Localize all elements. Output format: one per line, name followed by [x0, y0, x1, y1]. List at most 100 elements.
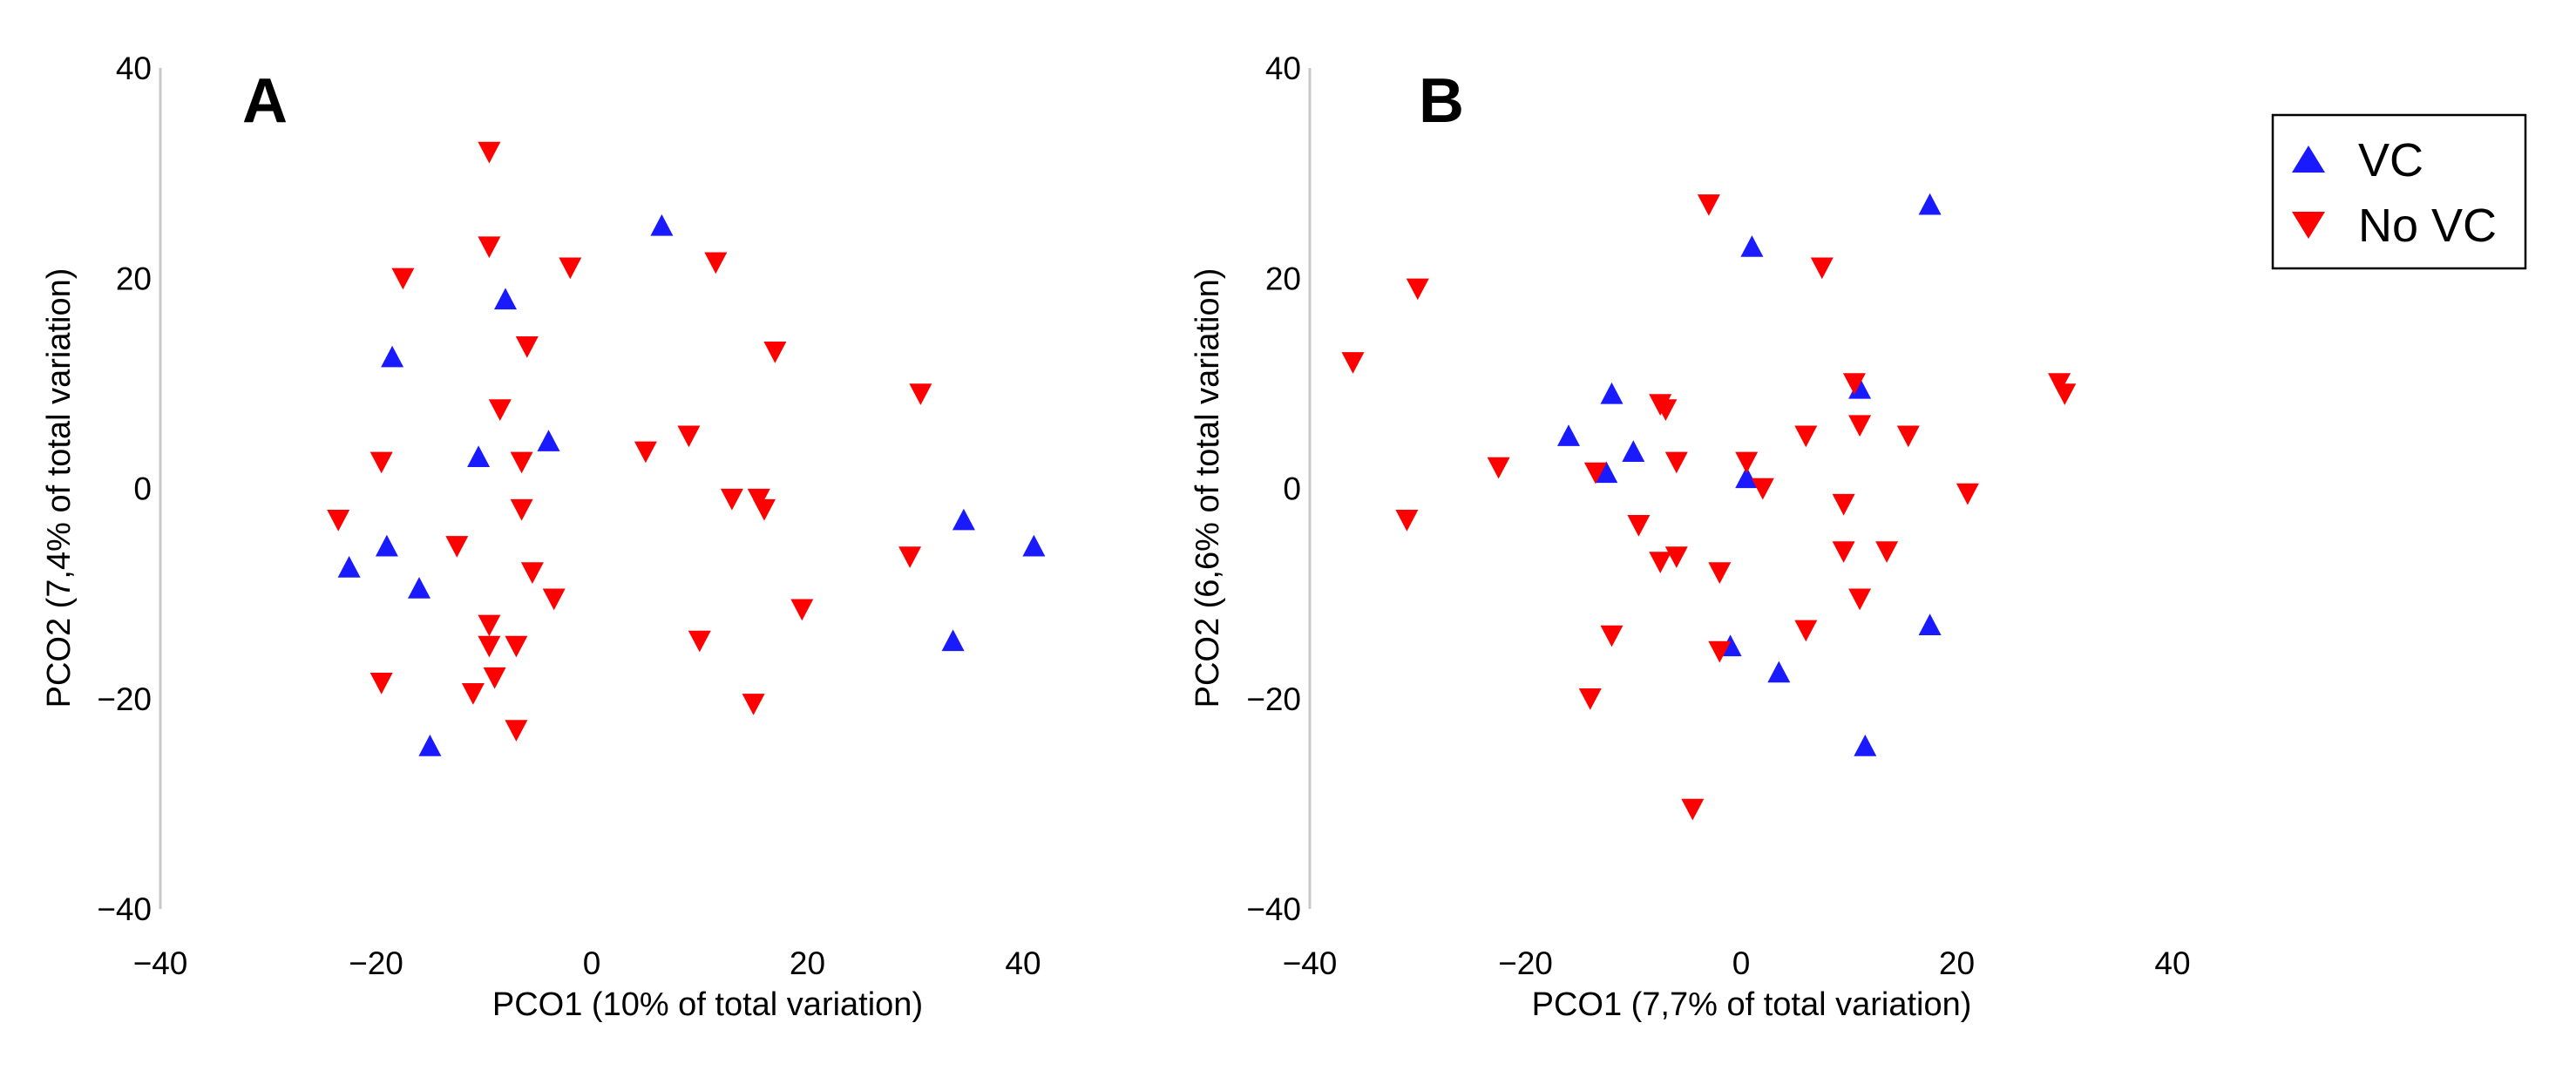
panel-b-x-tick-label: 0 [1732, 945, 1751, 981]
data-point-no-vc [478, 635, 501, 658]
data-point-no-vc [1654, 399, 1678, 421]
data-point-no-vc [1649, 552, 1672, 573]
panel-a-x-tick-label: −40 [133, 945, 188, 981]
data-point-no-vc [1627, 515, 1651, 537]
data-point-no-vc [369, 673, 393, 694]
data-point-no-vc [1395, 510, 1419, 532]
legend-box [2271, 113, 2527, 270]
panel-a-scatter: A −40 −20 0 20 40 −40 −20 0 20 40 PCO1 (10% of t… [41, 51, 1046, 1023]
data-point-no-vc [742, 694, 765, 715]
data-point-no-vc [327, 510, 350, 532]
data-point-no-vc [1956, 483, 1979, 505]
data-point-no-vc [520, 562, 544, 584]
data-point-no-vc [391, 268, 415, 290]
data-point-no-vc [461, 683, 485, 705]
data-point-no-vc [515, 336, 539, 358]
panel-a-y-tick-label: −40 [97, 891, 152, 927]
data-point-vc [381, 345, 404, 368]
data-point-vc [650, 213, 674, 236]
data-point-no-vc [483, 667, 506, 689]
data-point-no-vc [1578, 688, 1602, 710]
data-point-no-vc [478, 614, 501, 637]
data-point-vc [1735, 466, 1759, 489]
data-point-no-vc [753, 498, 776, 521]
panel-b-x-tick-label: −20 [1498, 945, 1553, 981]
data-point-no-vc [1810, 257, 1834, 280]
data-point-no-vc [1708, 640, 1732, 663]
panel-a-x-tick-label: 20 [790, 945, 825, 981]
triangle-down-icon [2292, 212, 2325, 239]
data-point-no-vc [677, 425, 701, 448]
data-point-vc [1854, 735, 1877, 756]
data-point-vc [537, 430, 560, 451]
data-point-no-vc [505, 635, 528, 658]
data-point-vc [952, 508, 975, 531]
data-point-no-vc [720, 488, 743, 511]
data-point-no-vc [1896, 425, 1920, 448]
data-point-vc [337, 556, 361, 578]
legend-entry-vc: VC [2292, 134, 2423, 186]
data-point-vc [1918, 613, 1942, 635]
panel-a-y-axis-title: PCO2 (7,4% of total variation) [41, 268, 78, 708]
legend: VC No VC [2271, 113, 2527, 270]
panel-a-y-tick-labels: −40 −20 0 20 40 [97, 51, 152, 927]
data-point-no-vc [634, 441, 657, 464]
panel-a-y-tick-label: 0 [133, 471, 152, 507]
data-point-vc [941, 629, 965, 652]
data-point-no-vc [1600, 625, 1624, 647]
panel-a-x-tick-label: 0 [583, 945, 601, 981]
data-point-vc [1740, 235, 1764, 257]
data-point-no-vc [559, 257, 582, 280]
data-point-no-vc [898, 546, 922, 568]
panel-b-x-tick-label: 20 [1939, 945, 1975, 981]
data-point-no-vc [478, 236, 501, 259]
panel-a-y-tick-label: 20 [116, 261, 152, 296]
data-point-no-vc [2053, 383, 2077, 405]
data-point-no-vc [1664, 451, 1688, 474]
data-point-no-vc [1751, 478, 1774, 500]
data-point-no-vc [1794, 620, 1818, 642]
panel-b-y-axis-title: PCO2 (6,6% of total variation) [1190, 268, 1226, 708]
data-point-vc [1557, 424, 1580, 446]
data-point-vc [1767, 661, 1791, 683]
data-point-vc [1600, 382, 1624, 404]
data-point-no-vc [488, 399, 512, 421]
data-point-vc [467, 445, 491, 467]
data-point-no-vc [510, 451, 533, 474]
data-point-vc [418, 735, 442, 756]
data-point-no-vc [704, 252, 728, 274]
data-point-vc [1595, 461, 1618, 484]
data-point-no-vc [1794, 425, 1818, 448]
data-point-no-vc [1832, 541, 1855, 563]
legend-label-no-vc: No VC [2358, 200, 2497, 252]
panel-b-scatter: B −40 −20 0 20 40 −40 −20 0 20 40 PCO1 (7,7% of … [1190, 51, 2191, 1023]
panel-b-y-tick-label: −40 [1246, 891, 1301, 927]
legend-entry-no-vc: No VC [2292, 200, 2497, 252]
panel-b-y-tick-label: −20 [1246, 681, 1301, 717]
data-point-vc [1622, 440, 1645, 462]
data-point-no-vc [1848, 588, 1872, 611]
data-point-no-vc [763, 342, 787, 363]
data-point-vc [375, 534, 398, 557]
panel-b-y-tick-labels: −40 −20 0 20 40 [1246, 51, 1301, 927]
panel-a-x-tick-label: 40 [1005, 945, 1041, 981]
data-point-no-vc [790, 599, 814, 621]
panel-a-y-tick-label: 40 [116, 51, 152, 86]
panel-a-y-tick-label: −20 [97, 681, 152, 717]
panel-a-x-axis-title: PCO1 (10% of total variation) [492, 986, 923, 1023]
data-point-vc [1022, 534, 1046, 557]
panel-b-x-axis-title: PCO1 (7,7% of total variation) [1532, 986, 1972, 1023]
data-point-vc [494, 288, 517, 310]
data-point-vc [1918, 193, 1942, 215]
panel-b-x-tick-labels: −40 −20 0 20 40 [1283, 945, 2191, 981]
panel-a-points [327, 141, 1046, 756]
panel-b-x-tick-label: 40 [2154, 945, 2190, 981]
panel-a-x-tick-labels: −40 −20 0 20 40 [133, 945, 1041, 981]
data-point-no-vc [688, 630, 711, 653]
data-point-no-vc [478, 141, 501, 164]
data-point-no-vc [1406, 278, 1429, 301]
data-point-no-vc [1681, 798, 1705, 821]
data-point-no-vc [369, 451, 393, 474]
panel-b-y-tick-label: 0 [1283, 471, 1301, 507]
